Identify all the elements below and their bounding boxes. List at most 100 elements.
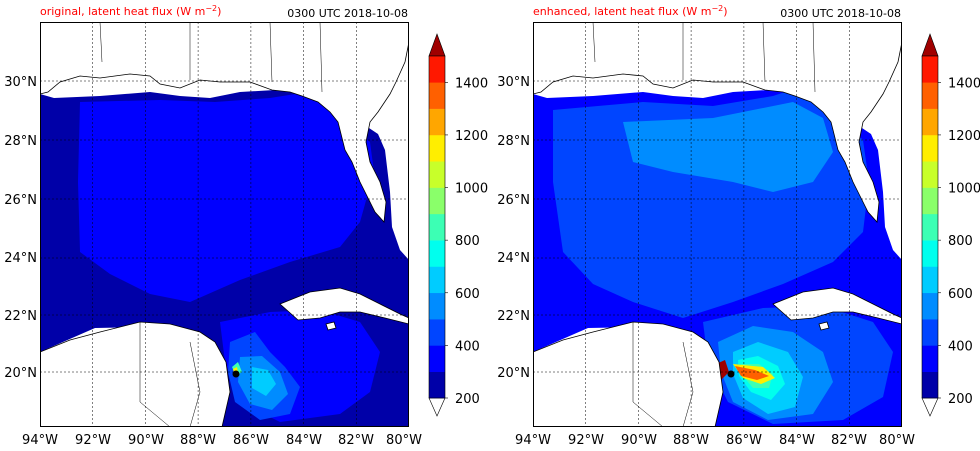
y-tick-28n: 28°N <box>497 134 530 149</box>
panel-time-label: 0300 UTC 2018-10-08 <box>780 7 901 20</box>
map-frame <box>533 22 902 427</box>
yucatan-land <box>533 321 724 427</box>
colorbar-segment <box>429 371 445 399</box>
y-tick-labels: 30°N 28°N 26°N 24°N 22°N 20°N <box>4 75 37 381</box>
y-tick-24n: 24°N <box>4 251 37 266</box>
colorbar-segment <box>429 134 445 162</box>
panel-original: original, latent heat flux (W m−2) 0300 … <box>4 4 488 448</box>
map-enhanced <box>533 22 902 427</box>
y-tick-28n: 28°N <box>4 134 37 149</box>
y-tick-22n: 22°N <box>4 309 37 324</box>
y-tick-26n: 26°N <box>497 193 530 208</box>
y-tick-22n: 22°N <box>497 309 530 324</box>
x-tick-82w: 82°W <box>338 433 374 448</box>
x-tick-84w: 84°W <box>286 433 322 448</box>
colorbar-segment <box>922 108 938 136</box>
colorbar-tick-label: 800 <box>948 234 973 249</box>
colorbar-tick-label: 1200 <box>455 129 488 144</box>
yucatan-land <box>40 321 231 427</box>
colorbar-segment <box>922 134 938 162</box>
colorbar-segment <box>922 240 938 267</box>
colorbar-tick-label: 800 <box>455 234 480 249</box>
us-coast-land <box>40 22 409 223</box>
colorbar-tick-label: 200 <box>455 392 480 407</box>
colorbar-segment <box>922 56 938 83</box>
isle-of-youth <box>325 321 337 331</box>
x-tick-80w: 80°W <box>879 433 915 448</box>
flux-field-level-300 <box>78 92 374 302</box>
x-tick-90w: 90°W <box>128 433 164 448</box>
colorbar-frame <box>921 55 939 399</box>
colorbar-tick-label: 1200 <box>948 129 980 144</box>
colorbar-segment <box>429 56 445 83</box>
x-tick-90w: 90°W <box>621 433 657 448</box>
colorbar-segment <box>922 187 938 215</box>
colorbar-tick-label: 1000 <box>948 182 980 197</box>
y-tick-20n: 20°N <box>497 366 530 381</box>
colorbar-tick-label: 1000 <box>455 182 488 197</box>
x-tick-94w: 94°W <box>515 433 551 448</box>
x-tick-labels: 94°W 92°W 90°W 88°W 86°W 84°W 82°W 80°W <box>515 433 915 448</box>
x-tick-86w: 86°W <box>726 433 762 448</box>
state-borders <box>99 22 323 427</box>
x-tick-86w: 86°W <box>233 433 269 448</box>
colorbar-segment <box>922 345 938 372</box>
flux-field-level-1200 <box>735 366 769 380</box>
panel-title-left: original, latent heat flux (W m−2) <box>40 4 221 18</box>
colorbar-frame <box>428 55 446 399</box>
colorbar-tick-label: 400 <box>455 339 480 354</box>
colorbar-segment <box>922 319 938 346</box>
colorbar-segment <box>922 266 938 294</box>
colorbar-segment <box>429 213 445 241</box>
x-tick-80w: 80°W <box>386 433 422 448</box>
y-tick-labels: 30°N 28°N 26°N 24°N 22°N 20°N <box>497 75 530 381</box>
colorbar-segment <box>429 345 445 372</box>
y-tick-26n: 26°N <box>4 193 37 208</box>
y-tick-24n: 24°N <box>497 251 530 266</box>
map-original <box>40 22 409 427</box>
map-frame <box>40 22 409 427</box>
isle-of-youth <box>818 321 830 331</box>
colorbar-original: 200 400 600 800 1000 1200 1400 <box>428 33 488 417</box>
storm-center-marker <box>727 370 735 378</box>
colorbar-segment <box>429 161 445 188</box>
x-tick-88w: 88°W <box>673 433 709 448</box>
colorbar-extend-low <box>428 397 446 417</box>
x-tick-84w: 84°W <box>779 433 815 448</box>
colorbar-extend-low <box>921 397 939 417</box>
x-tick-82w: 82°W <box>831 433 867 448</box>
colorbar-segment <box>429 187 445 215</box>
colorbar-extend-high <box>428 33 446 57</box>
colorbar-segment <box>429 240 445 267</box>
panel-time-label: 0300 UTC 2018-10-08 <box>287 7 408 20</box>
colorbar-tick-label: 1400 <box>455 76 488 91</box>
y-tick-30n: 30°N <box>4 75 37 90</box>
gridlines <box>533 22 902 427</box>
flux-field-level-500 <box>623 102 833 192</box>
storm-center-marker <box>232 370 240 378</box>
us-coast-land <box>533 22 902 223</box>
colorbar-segment <box>429 319 445 346</box>
colorbar-enhanced: 200 400 600 800 1000 1200 1400 <box>921 33 980 417</box>
gridlines <box>40 22 409 427</box>
colorbar-segment <box>429 292 445 320</box>
colorbar-tick-label: 600 <box>455 287 480 302</box>
y-tick-20n: 20°N <box>4 366 37 381</box>
panel-title-left: enhanced, latent heat flux (W m−2) <box>533 4 728 18</box>
colorbar-tick-label: 1400 <box>948 76 980 91</box>
panel-enhanced: enhanced, latent heat flux (W m−2) 0300 … <box>497 4 980 448</box>
colorbar-segment <box>429 266 445 294</box>
colorbar-segment <box>922 371 938 399</box>
x-tick-labels: 94°W 92°W 90°W 88°W 86°W 84°W 82°W 80°W <box>22 433 422 448</box>
colorbar-tick-label: 400 <box>948 339 973 354</box>
x-tick-94w: 94°W <box>22 433 58 448</box>
colorbar-extend-high <box>921 33 939 57</box>
colorbar-segment <box>429 108 445 136</box>
colorbar-segment <box>922 82 938 109</box>
y-tick-30n: 30°N <box>497 75 530 90</box>
colorbar-segment <box>922 292 938 320</box>
colorbar-segment <box>922 213 938 241</box>
colorbar-tick-label: 200 <box>948 392 973 407</box>
x-tick-88w: 88°W <box>180 433 216 448</box>
